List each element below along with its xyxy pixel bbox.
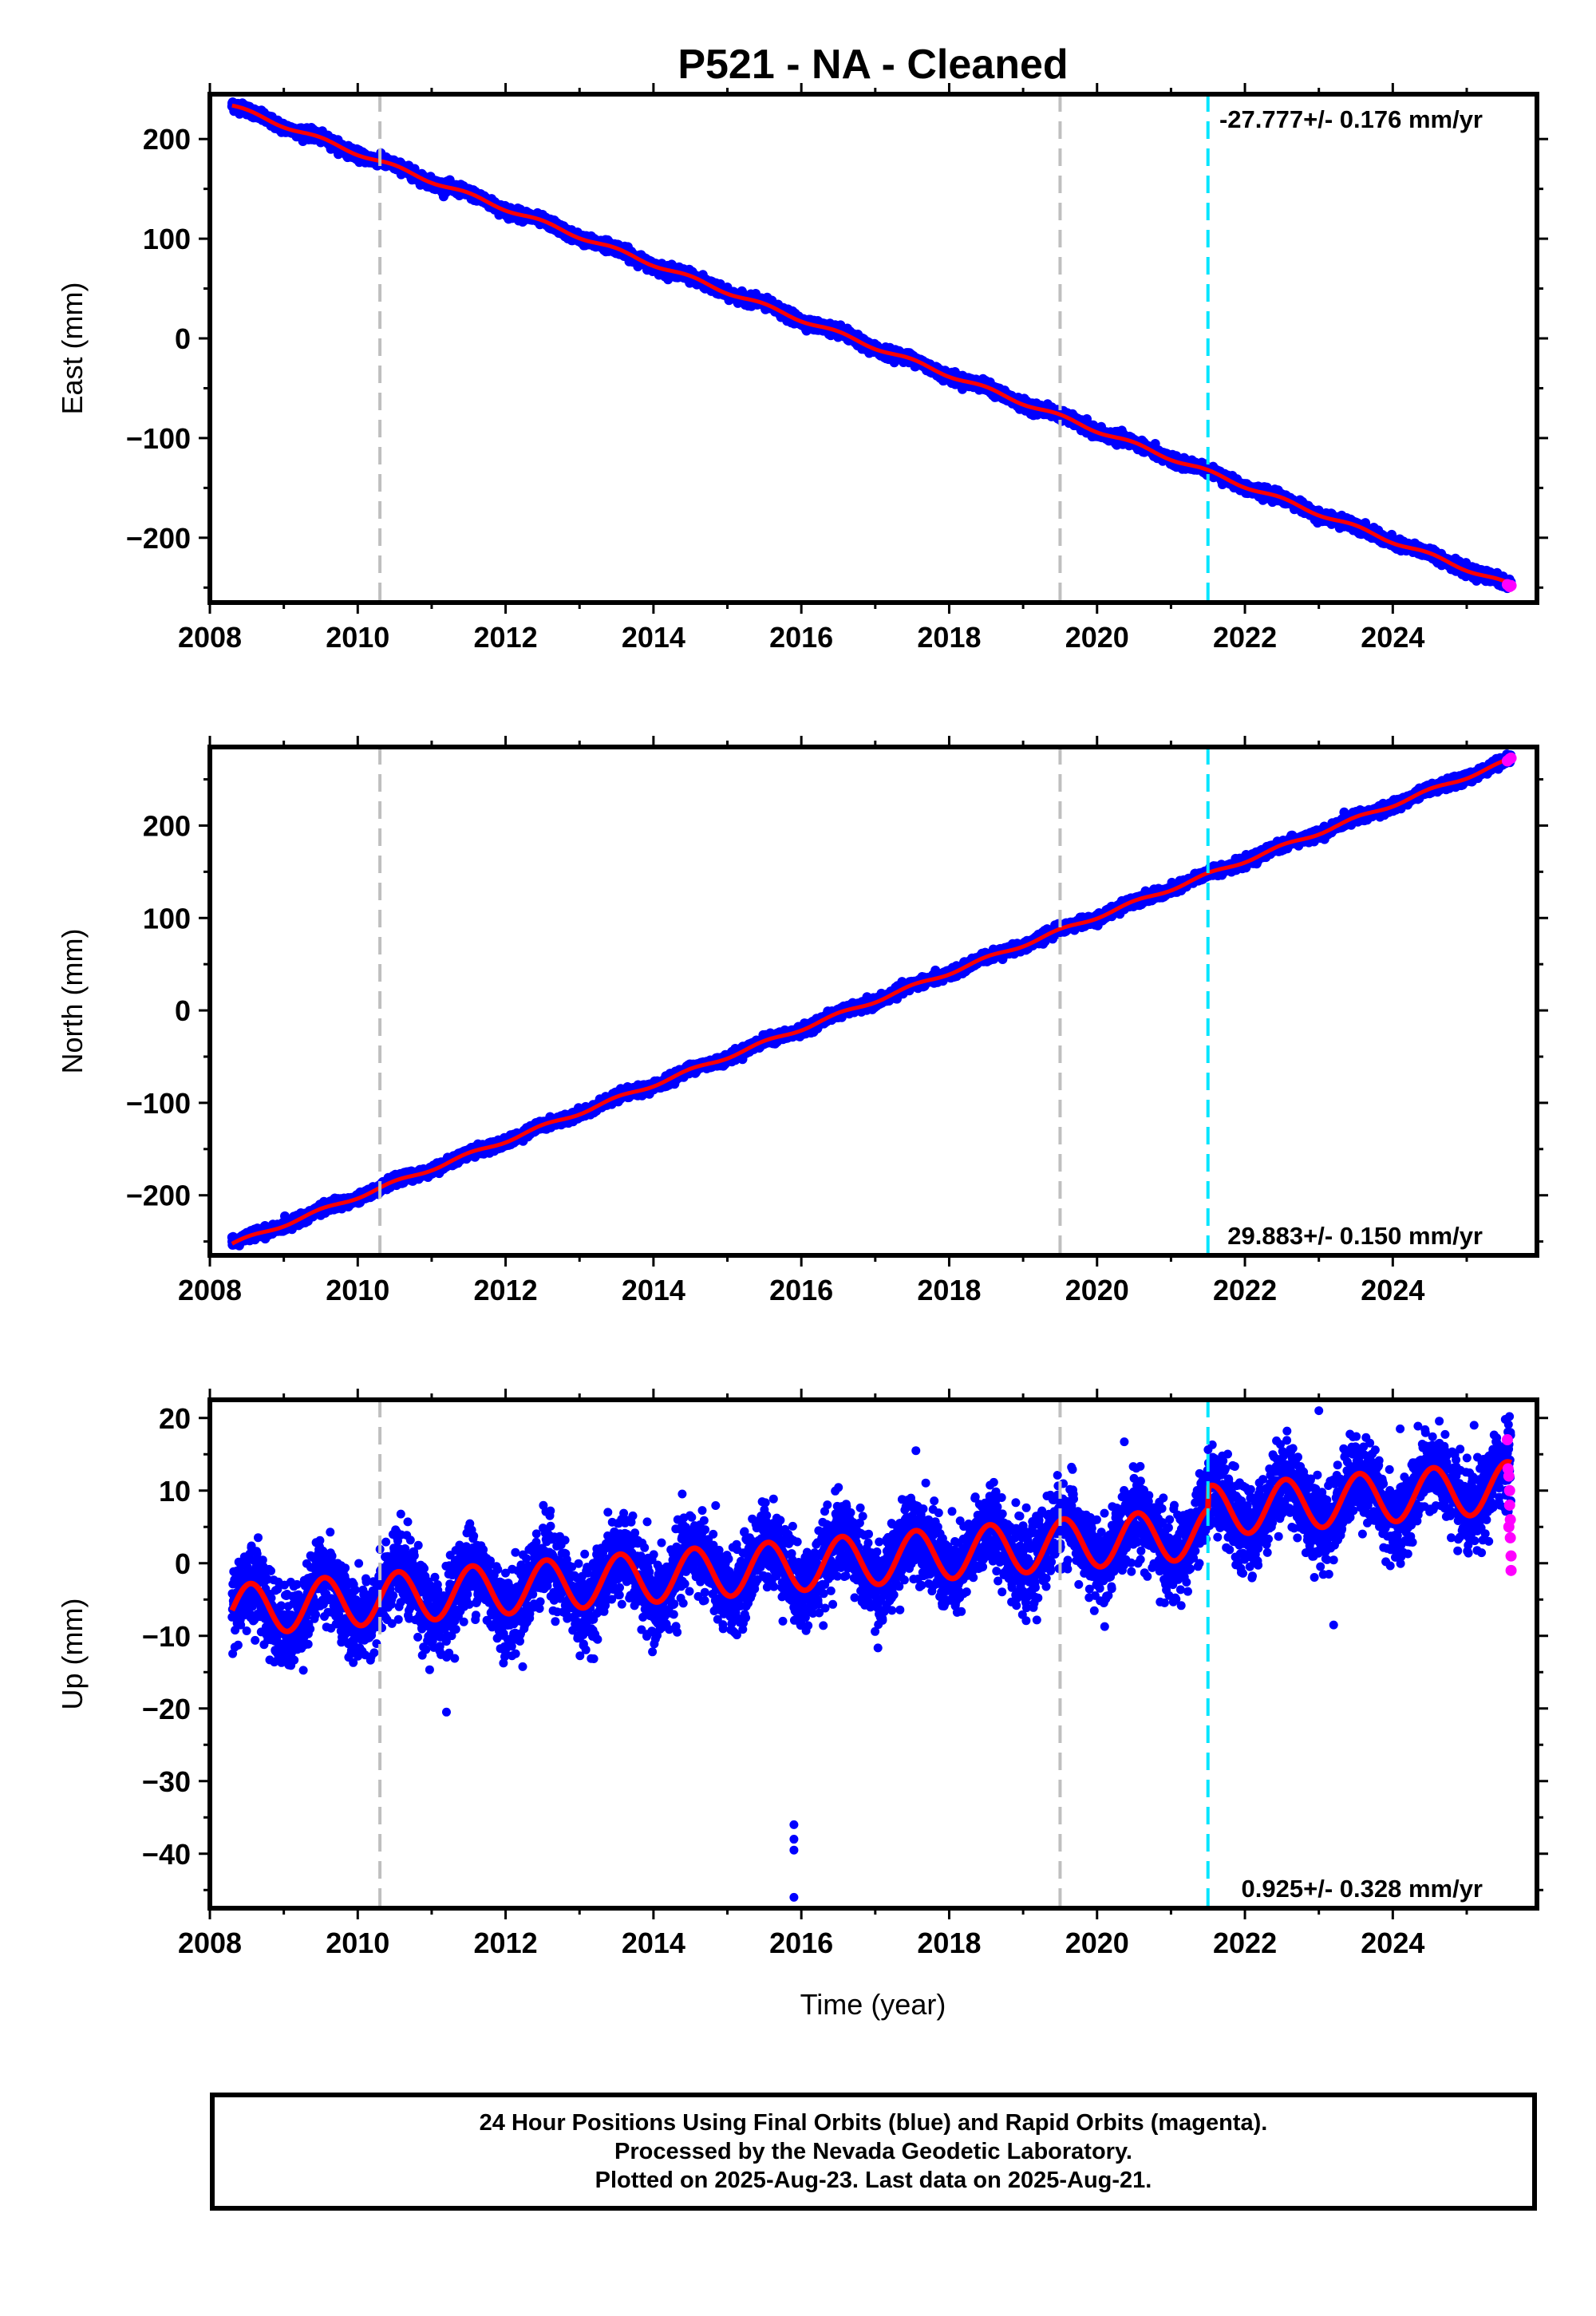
figure-title: P521 - NA - Cleaned xyxy=(678,41,1068,88)
east-panel: 2008 2010 2012 2014 2016 2018 2020 2022 20242001… xyxy=(56,83,1548,654)
east-plot-area xyxy=(227,94,1517,603)
